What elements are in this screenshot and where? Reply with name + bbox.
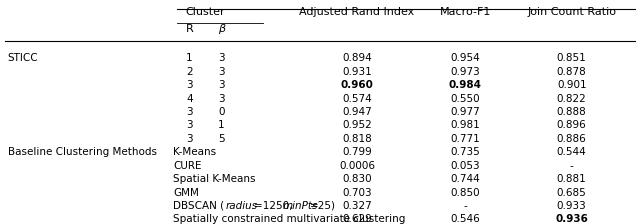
Text: Join Count Ratio: Join Count Ratio — [527, 7, 616, 17]
Text: 0.546: 0.546 — [451, 214, 480, 224]
Text: 3: 3 — [218, 53, 225, 63]
Text: 0.894: 0.894 — [342, 53, 372, 63]
Text: 0.327: 0.327 — [342, 201, 372, 211]
Text: 3: 3 — [218, 67, 225, 77]
Text: Baseline Clustering Methods: Baseline Clustering Methods — [8, 147, 157, 157]
Text: 0.973: 0.973 — [451, 67, 480, 77]
Text: 0.947: 0.947 — [342, 107, 372, 117]
Text: 5: 5 — [218, 134, 225, 144]
Text: 0.896: 0.896 — [557, 121, 587, 130]
Text: 0.744: 0.744 — [451, 174, 480, 184]
Text: 1: 1 — [218, 121, 225, 130]
Text: 0.0006: 0.0006 — [339, 161, 375, 171]
Text: 3: 3 — [186, 107, 193, 117]
Text: R: R — [186, 24, 193, 34]
Text: 0.984: 0.984 — [449, 80, 482, 90]
Text: 0.981: 0.981 — [451, 121, 480, 130]
Text: Spatially constrained multivariate clustering: Spatially constrained multivariate clust… — [173, 214, 406, 224]
Text: 0.881: 0.881 — [557, 174, 587, 184]
Text: 0.822: 0.822 — [557, 94, 587, 103]
Text: 0.850: 0.850 — [451, 187, 480, 198]
Text: 3: 3 — [218, 94, 225, 103]
Text: Macro-F1: Macro-F1 — [440, 7, 491, 17]
Text: 3: 3 — [186, 80, 193, 90]
Text: 0.830: 0.830 — [342, 174, 372, 184]
Text: 3: 3 — [186, 134, 193, 144]
Text: -: - — [570, 161, 573, 171]
Text: STICC: STICC — [8, 53, 38, 63]
Text: 0.931: 0.931 — [342, 67, 372, 77]
Text: GMM: GMM — [173, 187, 199, 198]
Text: 0.703: 0.703 — [342, 187, 372, 198]
Text: Spatial K-Means: Spatial K-Means — [173, 174, 256, 184]
Text: 0.851: 0.851 — [557, 53, 587, 63]
Text: 0.574: 0.574 — [342, 94, 372, 103]
Text: Adjusted Rand Index: Adjusted Rand Index — [300, 7, 415, 17]
Text: 4: 4 — [186, 94, 193, 103]
Text: 0.901: 0.901 — [557, 80, 586, 90]
Text: 0.629: 0.629 — [342, 214, 372, 224]
Text: 0.888: 0.888 — [557, 107, 587, 117]
Text: 0.550: 0.550 — [451, 94, 480, 103]
Text: 0.936: 0.936 — [556, 214, 588, 224]
Text: K-Means: K-Means — [173, 147, 216, 157]
Text: 0.799: 0.799 — [342, 147, 372, 157]
Text: radius: radius — [226, 201, 258, 211]
Text: 0.735: 0.735 — [451, 147, 480, 157]
Text: 0.977: 0.977 — [451, 107, 480, 117]
Text: 3: 3 — [186, 121, 193, 130]
Text: 0.954: 0.954 — [451, 53, 480, 63]
Text: -: - — [463, 201, 467, 211]
Text: DBSCAN (: DBSCAN ( — [173, 201, 225, 211]
Text: 0.952: 0.952 — [342, 121, 372, 130]
Text: =25): =25) — [310, 201, 336, 211]
Text: 0: 0 — [218, 107, 225, 117]
Text: 0.685: 0.685 — [557, 187, 587, 198]
Text: 0.886: 0.886 — [557, 134, 587, 144]
Text: 0.544: 0.544 — [557, 147, 587, 157]
Text: 0.771: 0.771 — [451, 134, 480, 144]
Text: 0.933: 0.933 — [557, 201, 587, 211]
Text: β: β — [218, 24, 225, 34]
Text: CURE: CURE — [173, 161, 202, 171]
Text: 0.960: 0.960 — [340, 80, 373, 90]
Text: 2: 2 — [186, 67, 193, 77]
Text: 1: 1 — [186, 53, 193, 63]
Text: 0.818: 0.818 — [342, 134, 372, 144]
Text: =1250,: =1250, — [253, 201, 296, 211]
Text: minPts: minPts — [283, 201, 319, 211]
Text: 0.053: 0.053 — [451, 161, 480, 171]
Text: 0.878: 0.878 — [557, 67, 587, 77]
Text: 3: 3 — [218, 80, 225, 90]
Text: Cluster: Cluster — [186, 7, 225, 17]
